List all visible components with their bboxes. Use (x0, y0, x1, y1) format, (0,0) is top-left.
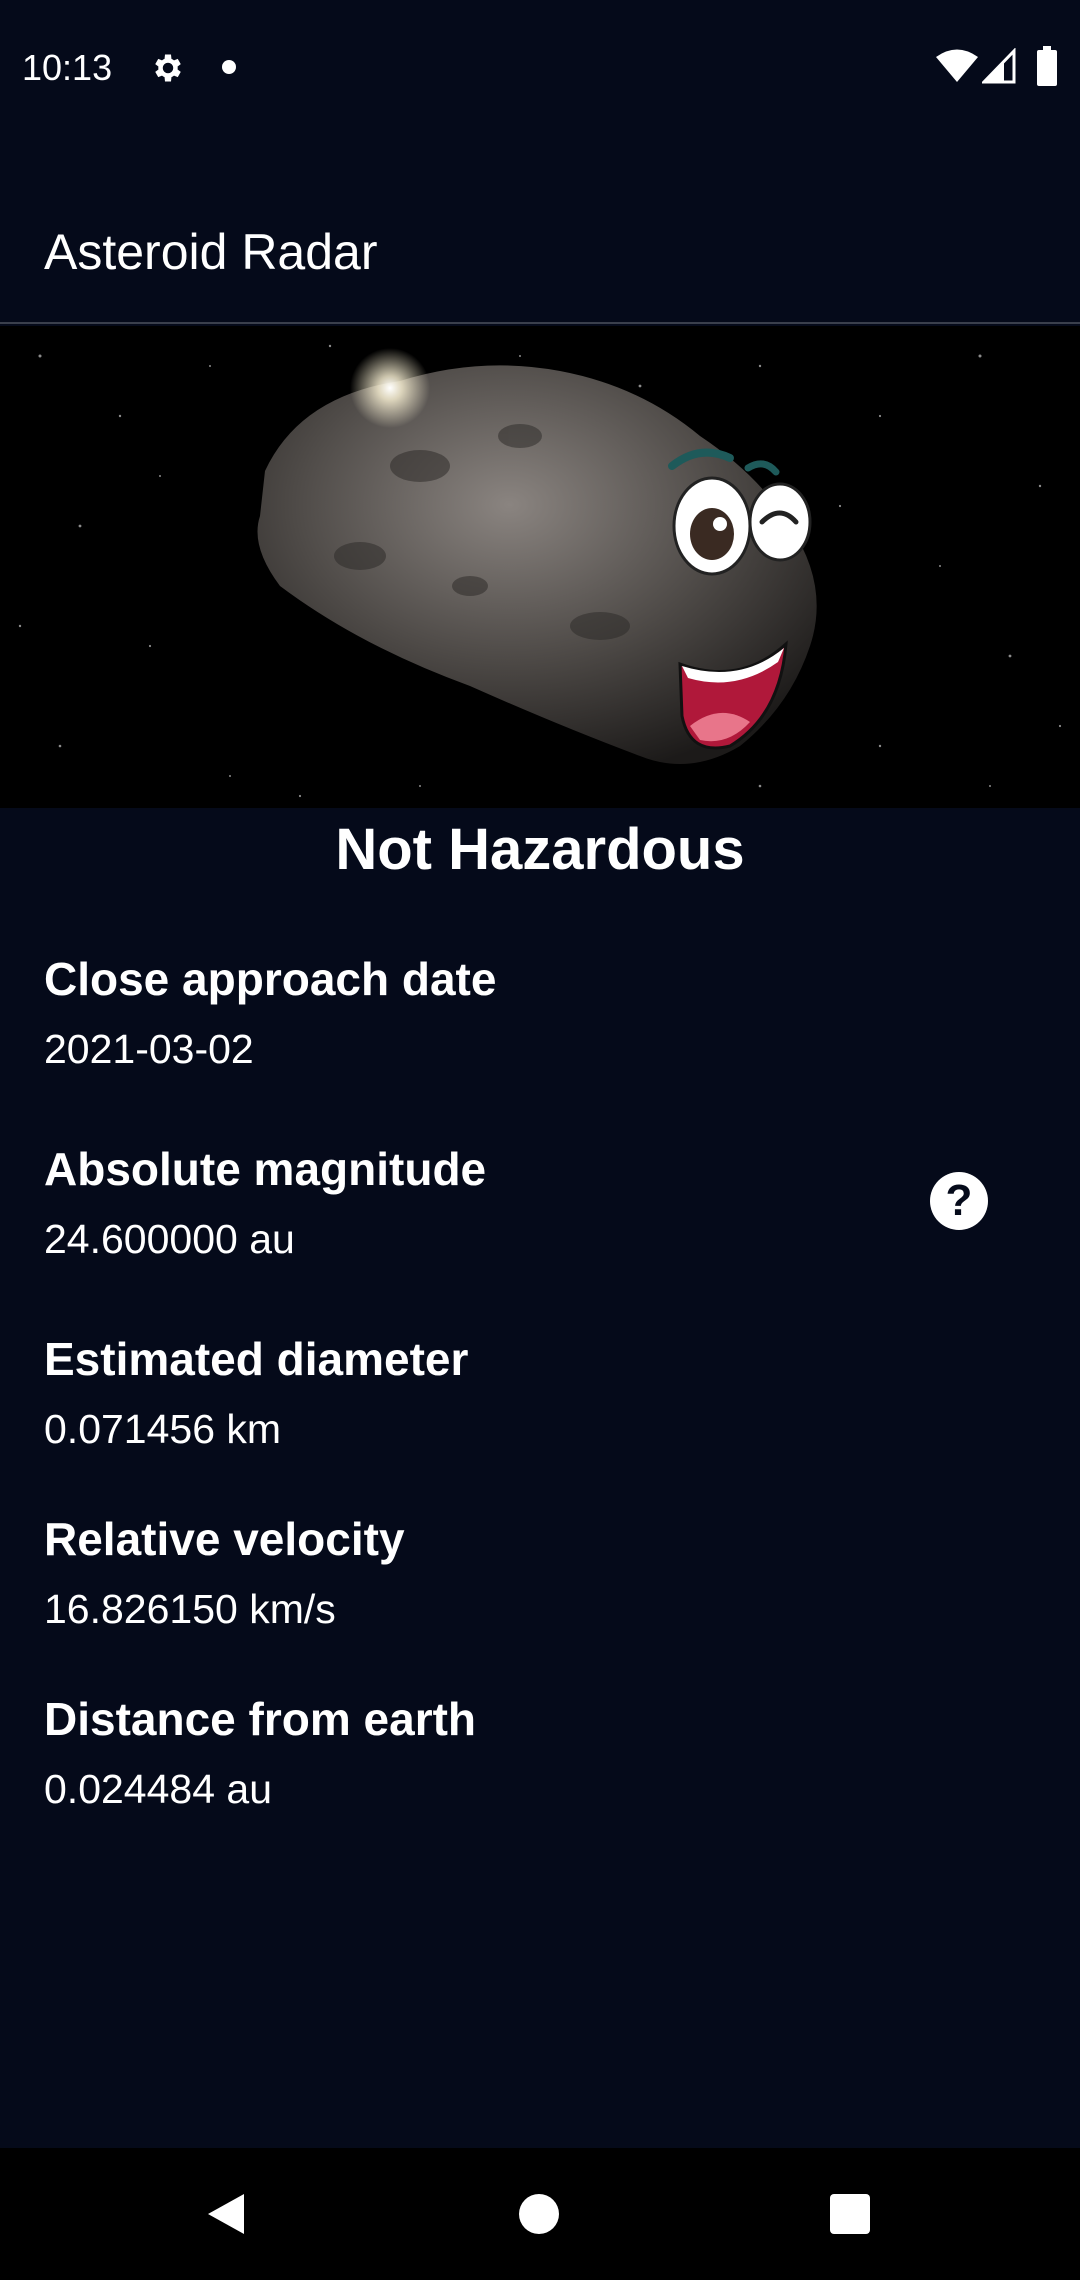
notification-dot-icon (222, 60, 236, 74)
status-time: 10:13 (22, 47, 113, 88)
back-icon[interactable] (204, 2190, 248, 2238)
distance-from-earth-section: Distance from earth 0.024484 au (44, 1684, 1044, 1874)
app-title: Asteroid Radar (44, 224, 378, 280)
relative-velocity-value: 16.826150 km/s (44, 1586, 336, 1632)
signal-icon (982, 48, 1016, 84)
close-approach-date-section: Close approach date 2021-03-02 (44, 944, 1044, 1134)
estimated-diameter-section: Estimated diameter 0.071456 km (44, 1324, 1044, 1504)
close-approach-date-value: 2021-03-02 (44, 1026, 254, 1072)
absolute-magnitude-title: Absolute magnitude (44, 1143, 487, 1195)
help-icon[interactable]: ? (930, 1172, 988, 1230)
navigation-bar (0, 2148, 1080, 2280)
asteroid-details: Close approach date 2021-03-02 Absolute … (44, 944, 1044, 1874)
hazard-status-label: Not Hazardous (335, 817, 745, 882)
status-bar: 10:13 (0, 0, 1080, 136)
battery-icon (1037, 46, 1057, 86)
distance-from-earth-title: Distance from earth (44, 1693, 477, 1745)
recents-icon[interactable] (830, 2194, 870, 2234)
gear-icon (155, 54, 181, 82)
home-icon[interactable] (519, 2194, 559, 2234)
distance-from-earth-value: 0.024484 au (44, 1766, 273, 1812)
wifi-icon (936, 49, 978, 82)
close-approach-date-title: Close approach date (44, 953, 497, 1005)
estimated-diameter-title: Estimated diameter (44, 1333, 469, 1385)
relative-velocity-title: Relative velocity (44, 1513, 405, 1565)
estimated-diameter-value: 0.071456 km (44, 1406, 282, 1452)
absolute-magnitude-value: 24.600000 au (44, 1216, 295, 1262)
absolute-magnitude-section: Absolute magnitude 24.600000 au (44, 1134, 1044, 1324)
relative-velocity-section: Relative velocity 16.826150 km/s (44, 1504, 1044, 1684)
asteroid-cartoon-image (0, 326, 1080, 808)
app-bar: Asteroid Radar (0, 136, 1080, 324)
